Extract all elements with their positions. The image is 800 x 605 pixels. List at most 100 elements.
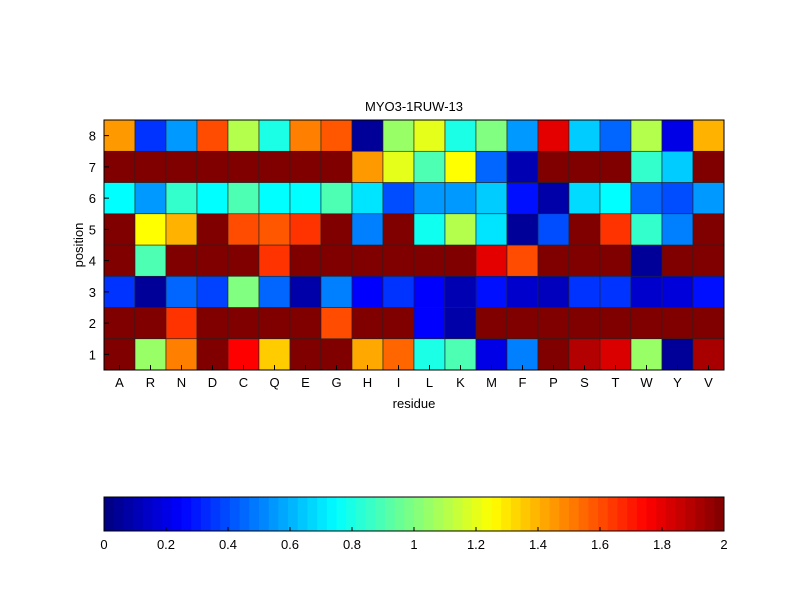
heatmap-cell	[630, 182, 663, 215]
heatmap-cell	[320, 119, 353, 152]
heatmap-cell	[134, 119, 167, 152]
heatmap-cell	[103, 244, 136, 277]
heatmap-cell	[599, 338, 632, 371]
colorbar-segment	[142, 497, 153, 531]
colorbar-segment	[152, 497, 163, 531]
colorbar-segment	[268, 497, 279, 531]
x-tick-label: D	[208, 375, 217, 390]
x-tick-label: Y	[673, 375, 682, 390]
heatmap-cell	[661, 213, 694, 246]
colorbar-segment	[317, 497, 328, 531]
heatmap-cell	[289, 213, 322, 246]
heatmap-cell	[165, 307, 198, 340]
y-tick-label: 8	[89, 129, 96, 144]
heatmap-cell	[289, 307, 322, 340]
heatmap-cell	[382, 338, 415, 371]
colorbar-segment	[394, 497, 405, 531]
colorbar-segment	[404, 497, 415, 531]
heatmap-cell	[537, 150, 570, 183]
colorbar-segment	[346, 497, 357, 531]
colorbar-segment	[704, 497, 715, 531]
heatmap-cell	[568, 244, 601, 277]
heatmap-cell	[258, 119, 291, 152]
y-axis-label: position	[71, 223, 86, 268]
colorbar-segment	[162, 497, 173, 531]
heatmap-cell	[382, 244, 415, 277]
heatmap-cell	[258, 307, 291, 340]
colorbar-segment	[462, 497, 473, 531]
x-tick-label: L	[426, 375, 433, 390]
heatmap-cell	[444, 307, 477, 340]
colorbar-segment	[278, 497, 289, 531]
heatmap-cell	[568, 182, 601, 215]
heatmap-cell	[444, 182, 477, 215]
heatmap-cell	[134, 307, 167, 340]
heatmap-cell	[599, 119, 632, 152]
x-tick-label: N	[177, 375, 186, 390]
heatmap-cell	[692, 182, 725, 215]
heatmap-cell	[506, 213, 539, 246]
heatmap-cell	[258, 182, 291, 215]
heatmap-cell	[351, 213, 384, 246]
colorbar-segment	[646, 497, 657, 531]
heatmap-cell	[258, 275, 291, 308]
colorbar-segment	[665, 497, 677, 531]
heatmap-cell	[382, 307, 415, 340]
heatmap-cell	[227, 150, 260, 183]
heatmap-cell	[661, 182, 694, 215]
colorbar-tick-label: 0.2	[157, 537, 175, 552]
heatmap-cell	[289, 182, 322, 215]
heatmap-cell	[382, 213, 415, 246]
colorbar-tick-label: 0.6	[281, 537, 299, 552]
colorbar-segment	[636, 497, 647, 531]
colorbar-tick-label: 1	[410, 537, 417, 552]
colorbar-tick-label: 1.8	[653, 537, 671, 552]
heatmap-cell	[506, 307, 539, 340]
colorbar-tick-labels: 0 0.2 0.4 0.6 0.8 1 1.2 1.4 1.6 1.8 2	[100, 527, 728, 552]
heatmap-cell	[413, 213, 446, 246]
heatmap-cell	[413, 150, 446, 183]
colorbar-segment	[133, 497, 144, 531]
colorbar-segment	[113, 497, 124, 531]
colorbar-segment	[578, 497, 589, 531]
heatmap-cell	[506, 275, 539, 308]
heatmap-cell	[444, 338, 477, 371]
chart-title: MYO3-1RUW-13	[365, 99, 463, 114]
heatmap-cell	[413, 244, 446, 277]
colorbar-segment	[569, 497, 580, 531]
heatmap-cell	[227, 119, 260, 152]
heatmap-cell	[320, 213, 353, 246]
heatmap-cell	[475, 119, 508, 152]
heatmap-cell	[227, 244, 260, 277]
colorbar	[104, 497, 725, 531]
y-tick-label: 2	[89, 316, 96, 331]
heatmap-cell	[134, 275, 167, 308]
x-tick-label: K	[456, 375, 465, 390]
heatmap-cell	[413, 119, 446, 152]
colorbar-tick-label: 0.8	[343, 537, 361, 552]
colorbar-tick-label: 1.2	[467, 537, 485, 552]
colorbar-segment	[336, 497, 347, 531]
colorbar-segment	[200, 497, 212, 531]
colorbar-segment	[104, 497, 115, 531]
heatmap-cell	[320, 307, 353, 340]
colorbar-segment	[297, 497, 308, 531]
heatmap-cell	[196, 275, 229, 308]
heatmap-cell	[692, 119, 725, 152]
heatmap-cell	[444, 244, 477, 277]
colorbar-segment	[656, 497, 667, 531]
colorbar-segment	[171, 497, 182, 531]
heatmap-cell	[444, 213, 477, 246]
colorbar-segment	[559, 497, 570, 531]
colorbar-segment	[588, 497, 599, 531]
colorbar-segment	[607, 497, 618, 531]
heatmap-cell	[599, 244, 632, 277]
heatmap-cell	[599, 307, 632, 340]
heatmap-cell	[351, 150, 384, 183]
x-tick-label: E	[301, 375, 310, 390]
heatmap-cell	[289, 150, 322, 183]
colorbar-segment	[123, 497, 134, 531]
heatmap-cell	[630, 244, 663, 277]
colorbar-segment	[443, 497, 454, 531]
colorbar-segment	[259, 497, 270, 531]
